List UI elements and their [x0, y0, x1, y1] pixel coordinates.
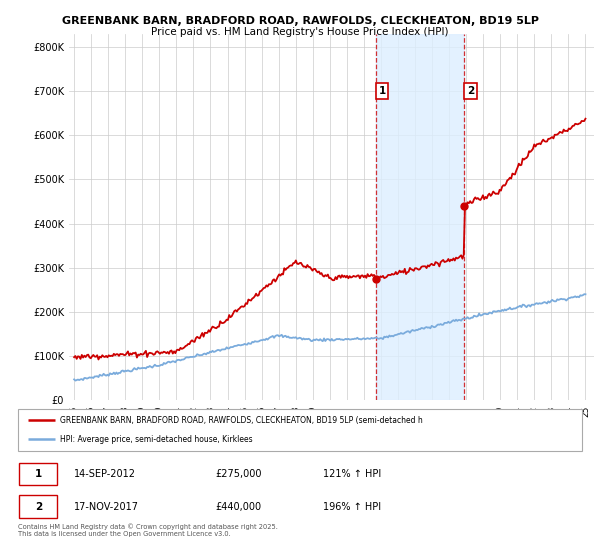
Text: 121% ↑ HPI: 121% ↑ HPI [323, 469, 381, 479]
Text: 14-SEP-2012: 14-SEP-2012 [74, 469, 136, 479]
Text: Contains HM Land Registry data © Crown copyright and database right 2025.
This d: Contains HM Land Registry data © Crown c… [18, 524, 278, 537]
Bar [376, 34, 464, 400]
Text: GREENBANK BARN, BRADFORD ROAD, RAWFOLDS, CLECKHEATON, BD19 5LP (semi-detached h: GREENBANK BARN, BRADFORD ROAD, RAWFOLDS,… [60, 416, 423, 424]
Text: 2: 2 [467, 86, 474, 96]
FancyBboxPatch shape [19, 496, 58, 518]
Text: 1: 1 [379, 86, 386, 96]
Text: £440,000: £440,000 [215, 502, 262, 512]
FancyBboxPatch shape [18, 409, 582, 451]
FancyBboxPatch shape [19, 463, 58, 485]
Text: 196% ↑ HPI: 196% ↑ HPI [323, 502, 380, 512]
Text: 17-NOV-2017: 17-NOV-2017 [74, 502, 139, 512]
Text: 1: 1 [35, 469, 42, 479]
Text: HPI: Average price, semi-detached house, Kirklees: HPI: Average price, semi-detached house,… [60, 435, 253, 444]
Text: GREENBANK BARN, BRADFORD ROAD, RAWFOLDS, CLECKHEATON, BD19 5LP: GREENBANK BARN, BRADFORD ROAD, RAWFOLDS,… [62, 16, 539, 26]
Text: 2: 2 [35, 502, 42, 512]
Text: Price paid vs. HM Land Registry's House Price Index (HPI): Price paid vs. HM Land Registry's House … [151, 27, 449, 37]
Text: £275,000: £275,000 [215, 469, 262, 479]
